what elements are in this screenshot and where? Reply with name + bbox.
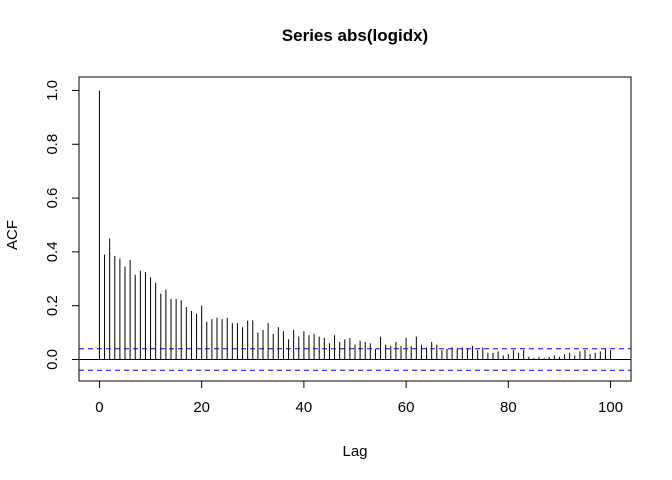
chart-marks: 0 20 40 60 80 100 0.0 0.2 0.4 0.6 0.8 1.0: [44, 80, 631, 416]
x-tick-label: 0: [95, 399, 103, 416]
y-axis-label: ACF: [4, 220, 21, 250]
x-tick-label: 40: [296, 399, 313, 416]
x-tick-label: 60: [398, 399, 415, 416]
y-tick-label: 0.6: [44, 188, 61, 209]
plot-frame: [78, 76, 632, 382]
x-tick-label: 100: [598, 399, 623, 416]
chart-title: Series abs(logidx): [282, 26, 428, 45]
x-tick-label: 20: [193, 399, 210, 416]
y-tick-label: 0.8: [44, 134, 61, 155]
y-tick-label: 0.4: [44, 241, 61, 262]
x-tick-label: 80: [500, 399, 517, 416]
x-axis-label: Lag: [342, 443, 367, 460]
y-tick-label: 0.0: [44, 349, 61, 370]
y-tick-label: 0.2: [44, 295, 61, 316]
y-tick-label: 1.0: [44, 80, 61, 101]
